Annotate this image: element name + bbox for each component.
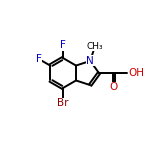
Text: F: F (60, 40, 66, 50)
Text: O: O (110, 83, 118, 92)
Text: CH₃: CH₃ (87, 41, 103, 51)
Text: Br: Br (57, 98, 69, 108)
Text: F: F (36, 54, 42, 64)
Text: N: N (86, 56, 94, 66)
Text: OH: OH (129, 68, 145, 78)
